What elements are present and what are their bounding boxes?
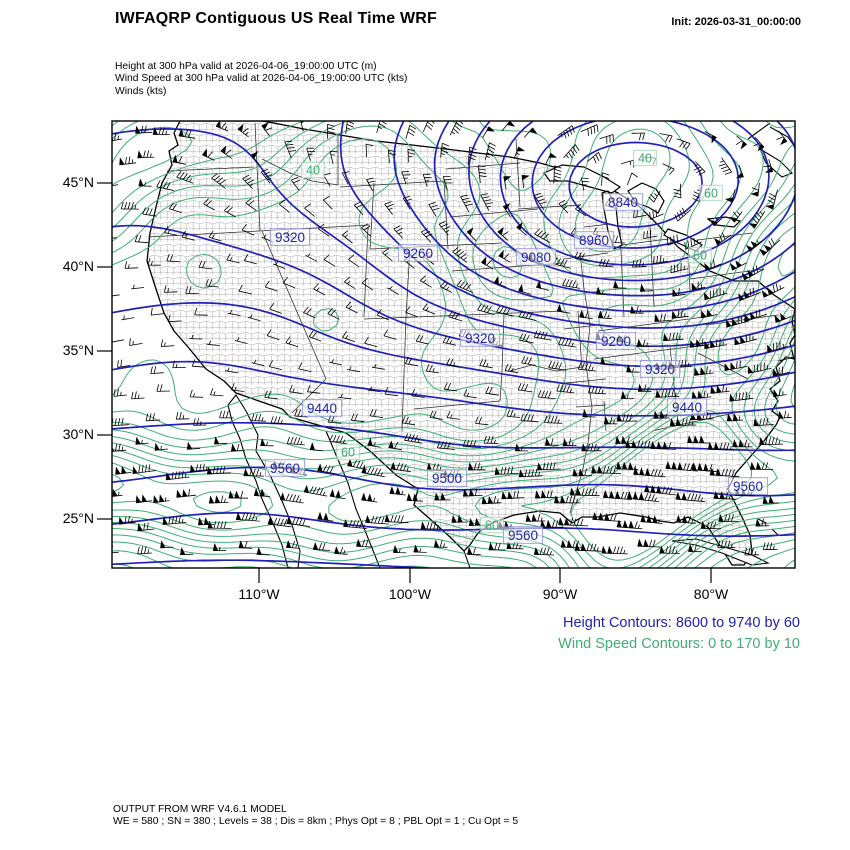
baja-peninsula xyxy=(227,394,301,568)
lat-tick-label: 30°N xyxy=(62,426,94,442)
svg-text:9320: 9320 xyxy=(645,362,675,377)
svg-text:9560: 9560 xyxy=(733,479,763,494)
height-contour-label: 8960 xyxy=(573,231,615,249)
svg-text:9320: 9320 xyxy=(275,230,305,245)
svg-text:60: 60 xyxy=(341,446,355,460)
svg-text:9080: 9080 xyxy=(521,250,551,265)
model-name-line: OUTPUT FROM WRF V4.6.1 MODEL xyxy=(113,804,287,815)
svg-text:9260: 9260 xyxy=(403,246,433,261)
map-layers xyxy=(112,121,795,568)
svg-text:40: 40 xyxy=(638,152,652,166)
svg-text:8960: 8960 xyxy=(579,233,609,248)
map-frame xyxy=(111,120,796,569)
mexico-coastline xyxy=(325,122,795,568)
height-contour-label: 9560 xyxy=(727,477,769,495)
svg-text:60: 60 xyxy=(704,187,718,201)
svg-text:9560: 9560 xyxy=(270,461,300,476)
lat-tick-label: 35°N xyxy=(62,342,94,358)
height-contour-label: 9320 xyxy=(269,228,311,246)
init-time-label: Init: 2026-03-31_00:00:00 xyxy=(671,16,801,28)
height-contour-label: 9260 xyxy=(397,244,439,262)
height-contour-label: 9320 xyxy=(459,329,501,347)
wind-speed-contour-label: 60 xyxy=(688,246,712,264)
wind-speed-field-line: Wind Speed at 300 hPa valid at 2026-04-0… xyxy=(115,73,408,85)
svg-text:9440: 9440 xyxy=(307,401,337,416)
height-contour-label: 9200 xyxy=(595,332,637,350)
page-title: IWFAQRP Contiguous US Real Time WRF xyxy=(115,10,437,27)
height-contour-legend: Height Contours: 8600 to 9740 by 60 xyxy=(563,615,800,631)
wind-speed-contour-label: 60 xyxy=(336,443,360,461)
svg-text:60: 60 xyxy=(693,249,707,263)
height-contour-label: 9440 xyxy=(666,398,708,416)
height-contour-label: 9440 xyxy=(301,399,343,417)
svg-text:9440: 9440 xyxy=(672,400,702,415)
lon-tick-label: 100°W xyxy=(388,586,432,602)
axis-ticks xyxy=(97,182,712,583)
lon-tick-label: 80°W xyxy=(693,586,729,602)
height-contour-label: 9560 xyxy=(502,526,544,544)
wind-speed-contour-label: 60 xyxy=(699,184,723,202)
height-contour-label: 9080 xyxy=(515,248,557,266)
height-contour-label: 9500 xyxy=(426,469,468,487)
svg-text:40: 40 xyxy=(306,164,320,178)
height-contour-label: 9560 xyxy=(264,459,306,477)
wind-speed-contour-label: 40 xyxy=(301,161,325,179)
lon-tick-label: 90°W xyxy=(542,586,578,602)
svg-text:60: 60 xyxy=(485,519,499,533)
winds-field-line: Winds (kts) xyxy=(115,85,167,97)
svg-text:8840: 8840 xyxy=(608,195,638,210)
contour-labels: 40 40 60 60 60 60 9320 9260 9080 8840 8960 9320 9200… xyxy=(264,149,769,544)
lon-tick-label: 110°W xyxy=(238,586,280,602)
lat-tick-label: 25°N xyxy=(62,510,94,526)
svg-text:9560: 9560 xyxy=(508,528,538,543)
height-contour-label: 9320 xyxy=(639,360,681,378)
wind-speed-contour-label: 60 xyxy=(480,516,504,534)
islands xyxy=(671,147,793,566)
wind-speed-contour-label: 40 xyxy=(633,149,657,167)
field-description: Height at 300 hPa valid at 2026-04-06_19… xyxy=(115,61,408,98)
model-footer: OUTPUT FROM WRF V4.6.1 MODEL WE = 580 ; … xyxy=(113,804,518,829)
height-contour-label: 8840 xyxy=(602,193,644,211)
svg-text:9500: 9500 xyxy=(432,471,462,486)
wind-contour-legend: Wind Speed Contours: 0 to 170 by 10 xyxy=(558,636,800,652)
svg-text:9320: 9320 xyxy=(465,331,495,346)
lat-tick-label: 40°N xyxy=(62,258,94,274)
lat-tick-label: 45°N xyxy=(62,174,94,190)
great-lakes xyxy=(543,164,742,252)
height-field-line: Height at 300 hPa valid at 2026-04-06_19… xyxy=(115,61,377,72)
model-config-line: WE = 580 ; SN = 380 ; Levels = 38 ; Dis … xyxy=(113,816,519,828)
svg-text:9200: 9200 xyxy=(601,334,631,349)
